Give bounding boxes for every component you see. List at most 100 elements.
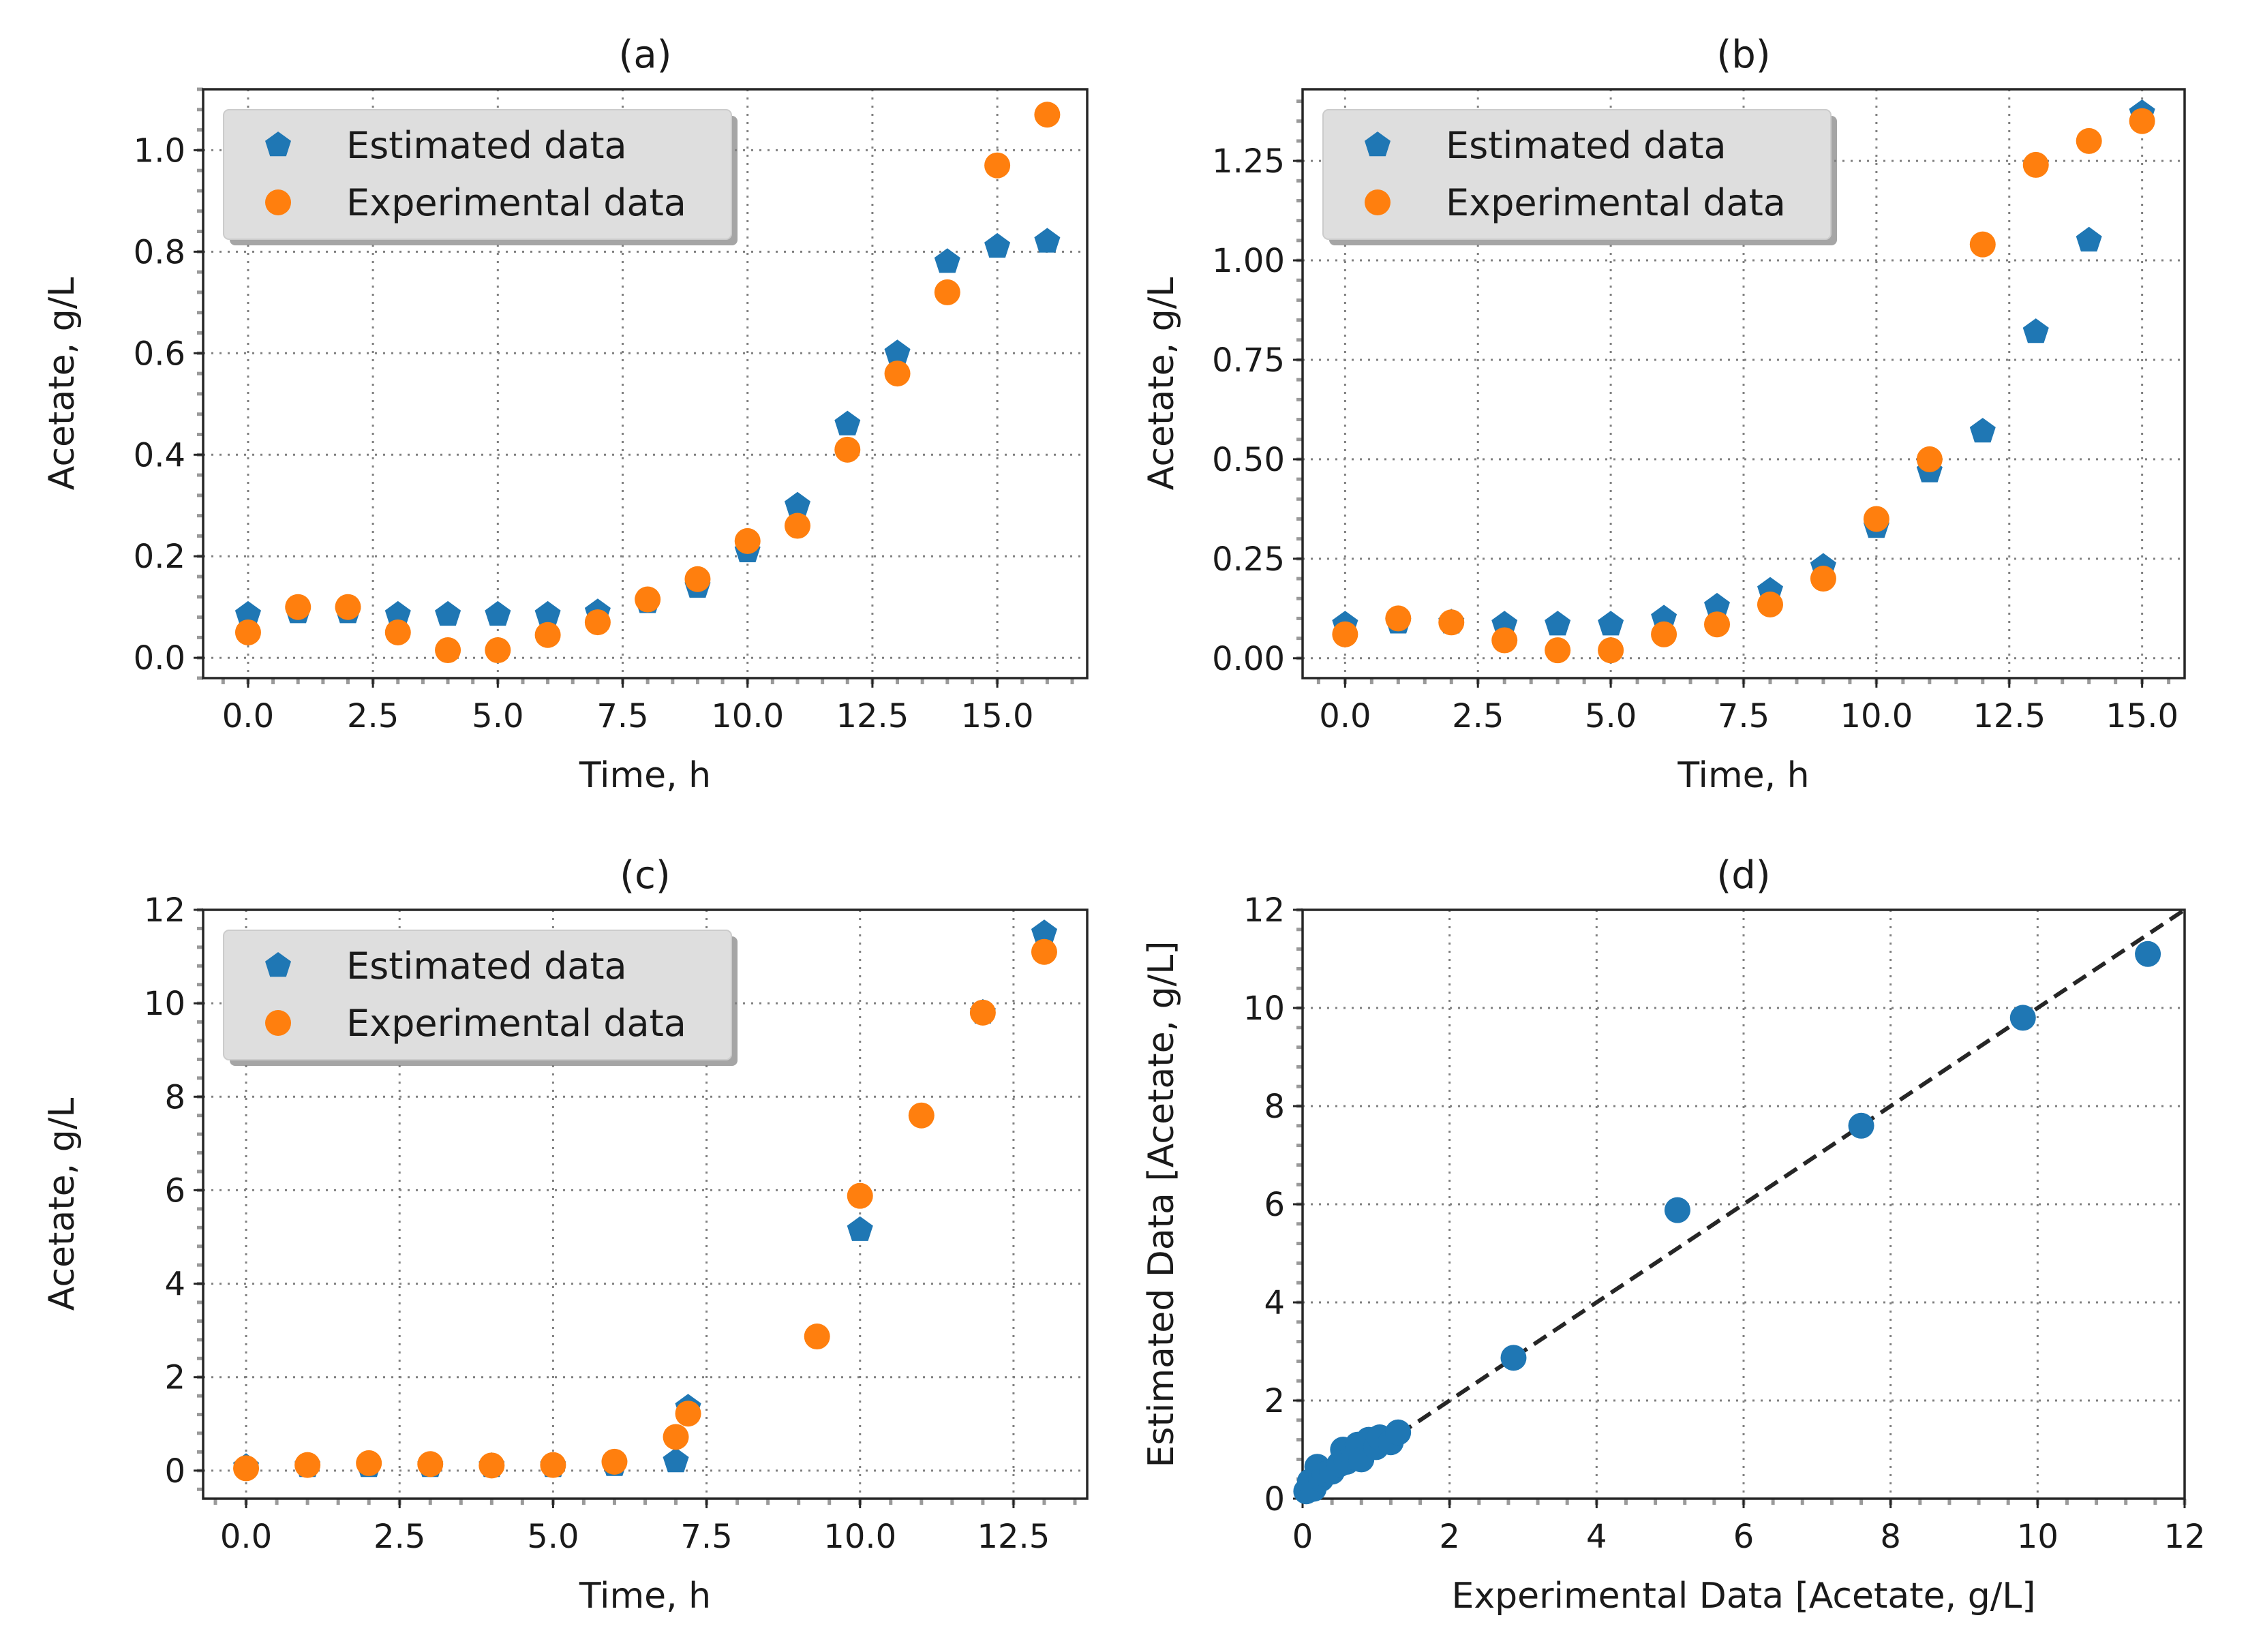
experimental-point [384,619,411,645]
experimental-point [1704,611,1731,638]
legend-estimated-marker [1365,132,1391,157]
x-tick-label: 2.5 [1452,697,1504,735]
x-tick-label: 0 [1292,1518,1313,1556]
experimental-point [884,361,911,387]
experimental-point [684,566,711,592]
axes-frame [202,88,1089,679]
y-axis-label: Acetate, g/L [1141,277,1182,490]
parity-point [2135,940,2161,967]
estimated-point [2076,226,2102,251]
experimental-point [233,1455,260,1482]
experimental-point [584,609,611,636]
experimental-point [1491,627,1518,654]
parity-point [2009,1005,2036,1031]
parity-point [1664,1197,1690,1223]
experimental-point [734,527,761,554]
experimental-point [1438,609,1465,636]
x-tick-label: 15.0 [961,697,1034,735]
y-axis-label: Acetate, g/L [42,1098,82,1311]
x-tick-label: 5.0 [1585,697,1637,735]
x-tick-label: 0.0 [1319,697,1371,735]
experimental-point [479,1452,505,1479]
x-tick-label: 0.0 [220,1518,272,1556]
estimated-point [1704,592,1730,618]
experimental-point [540,1452,566,1478]
x-tick-label: 10.0 [823,1518,896,1556]
estimated-point [384,600,411,626]
y-tick-label: 0.00 [1212,640,1285,678]
experimental-point [984,152,1011,179]
estimated-point [1031,919,1057,945]
legend-estimated-label: Estimated data [346,124,627,167]
y-tick-label: 1.25 [1212,142,1285,181]
legend-estimated-marker [265,132,291,157]
y-tick-label: 1.0 [134,132,185,170]
experimental-point [601,1448,628,1475]
x-axis-label: Time, h [579,755,711,796]
estimated-point [884,339,911,365]
experimental-point [1810,566,1836,592]
estimated-point [1034,228,1061,253]
x-tick-label: 12.5 [836,697,909,735]
identity-line [1301,908,2186,1501]
y-tick-label: 10 [1243,990,1285,1028]
legend-experimental-label: Experimental data [346,181,686,224]
experimental-point [2129,108,2155,134]
experimental-point [847,1182,873,1209]
experimental-point [663,1424,689,1450]
experimental-point [908,1102,935,1129]
experimental-point [969,999,996,1026]
experimental-point [485,637,511,664]
legend-estimated-label: Estimated data [346,945,627,988]
estimated-point [485,600,511,626]
x-tick-label: 15.0 [2106,697,2178,735]
y-tick-label: 8 [1264,1088,1285,1126]
axes-frame [202,908,1089,1500]
experimental-point [1332,621,1358,647]
panel-title: (b) [1716,33,1770,77]
x-tick-label: 10.0 [1840,697,1913,735]
parity-point [1385,1419,1412,1446]
y-axis-label: Estimated Data [Acetate, g/L] [1141,941,1182,1468]
experimental-point [1969,231,1996,258]
experimental-point [335,594,361,620]
y-tick-label: 0.0 [134,639,185,677]
experimental-point [1651,621,1677,647]
panel-title: (a) [618,33,671,77]
experimental-point [784,513,810,539]
x-tick-label: 12 [2163,1518,2205,1556]
experimental-point [1757,592,1783,617]
panel-title: (d) [1716,853,1770,898]
panel-b: 0.0 2.5 5.0 7.5 10.0 12.5 15.0 0.00 0.25 0.50 0.75… [1141,33,2186,796]
x-tick-label: 8 [1880,1518,1901,1556]
y-tick-label: 0.75 [1212,341,1285,380]
y-tick-label: 0.8 [134,233,185,271]
y-tick-label: 0 [1264,1480,1285,1518]
estimated-point [435,600,461,626]
y-tick-label: 10 [144,985,185,1023]
experimental-point [1545,637,1571,664]
x-tick-label: 2.5 [374,1518,425,1556]
x-tick-label: 7.5 [1718,697,1769,735]
y-tick-label: 12 [144,891,185,930]
x-tick-label: 2.5 [347,697,399,735]
experimental-point [1385,605,1412,632]
y-tick-label: 8 [164,1078,185,1116]
x-axis-label: Time, h [1677,755,1809,796]
legend-experimental-marker [265,189,291,215]
x-tick-label: 0.0 [222,697,274,735]
legend-box [1322,109,1832,240]
y-tick-label: 2 [1264,1382,1285,1420]
legend-experimental-label: Experimental data [1446,181,1786,224]
y-tick-label: 4 [164,1266,185,1304]
legend-box [223,930,732,1060]
y-axis-label: Acetate, g/L [42,277,82,490]
y-tick-label: 0 [164,1452,185,1490]
experimental-point [804,1324,830,1350]
estimated-point [534,600,561,626]
estimated-point [934,248,960,273]
estimated-point [834,410,861,435]
y-tick-label: 0.4 [134,436,185,474]
parity-point [1848,1112,1874,1139]
x-tick-label: 5.0 [527,1518,579,1556]
